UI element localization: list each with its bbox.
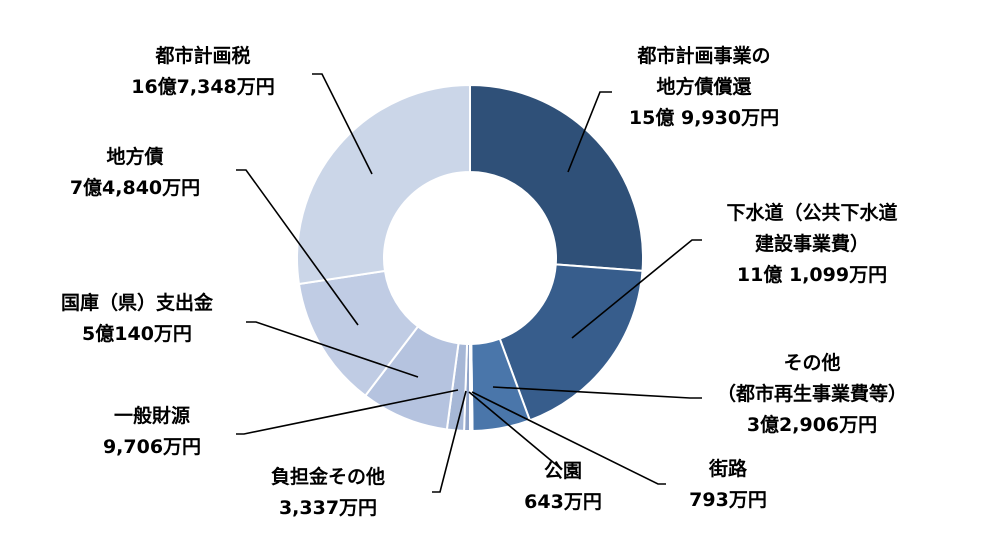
slice-label-9-line-2: 7億4,840万円: [70, 176, 200, 199]
slice-label-2-line-1: 下水道（公共下水道: [726, 201, 897, 224]
slice-label-5-line-1: 公園: [544, 460, 582, 482]
slice-10: [296, 83, 471, 286]
slice-label-1-line-2: 地方債償還: [656, 75, 752, 98]
leader-line-8: [246, 321, 419, 378]
slice-label-4-line-2: 793万円: [689, 489, 767, 511]
leader-line-2: [571, 239, 702, 339]
leader-line-6: [432, 390, 467, 493]
leader-line-4: [471, 391, 666, 485]
slice-label-3-line-2: （都市再生事業費等）: [717, 382, 907, 405]
leader-line-10: [312, 73, 373, 175]
slice-label-10-line-1: 都市計画税: [154, 44, 250, 67]
slice-label-5: 公園 643万円: [524, 460, 602, 513]
slice-label-4: 街路 793万円: [689, 457, 767, 511]
slice-label-6: 負担金その他 3,337万円: [271, 465, 385, 519]
slice-label-8-line-2: 5億140万円: [82, 322, 192, 345]
slice-label-6-line-2: 3,337万円: [279, 497, 377, 519]
slice-label-7-line-2: 9,706万円: [103, 436, 201, 458]
slice-label-3-line-3: 3億2,906万円: [747, 413, 877, 436]
slice-label-9-line-1: 地方債: [106, 145, 163, 168]
slice-label-2-line-2: 建設事業費）: [755, 232, 869, 255]
slice-label-3: その他 （都市再生事業費等） 3億2,906万円: [717, 351, 907, 436]
slice-label-1-line-3: 15億 9,930万円: [629, 106, 779, 129]
slice-1: [469, 83, 644, 272]
slice-label-4-line-1: 街路: [708, 457, 748, 480]
leader-line-1: [567, 91, 612, 173]
slice-label-7: 一般財源 9,706万円: [103, 404, 201, 458]
donut-slices: [296, 83, 644, 433]
slice-label-9: 地方債 7億4,840万円: [70, 145, 200, 199]
leader-line-5: [468, 391, 561, 469]
slice-label-3-line-1: その他: [783, 351, 840, 374]
slice-label-2-line-3: 11億 1,099万円: [737, 263, 887, 286]
slice-label-7-line-1: 一般財源: [114, 404, 190, 427]
leader-line-3: [492, 386, 702, 399]
slice-label-5-line-2: 643万円: [524, 491, 602, 513]
leader-lines: [236, 73, 702, 493]
leader-line-7: [236, 389, 459, 435]
slice-label-1-line-1: 都市計画事業の: [636, 44, 770, 67]
slice-label-8-line-1: 国庫（県）支出金: [61, 291, 214, 314]
slice-label-8: 国庫（県）支出金 5億140万円: [61, 291, 214, 345]
slice-label-6-line-1: 負担金その他: [271, 465, 385, 488]
leader-line-9: [236, 169, 359, 326]
slice-label-10-line-2: 16億7,348万円: [131, 75, 275, 98]
slice-2: [498, 263, 644, 422]
slice-label-10: 都市計画税 16億7,348万円: [131, 44, 275, 98]
